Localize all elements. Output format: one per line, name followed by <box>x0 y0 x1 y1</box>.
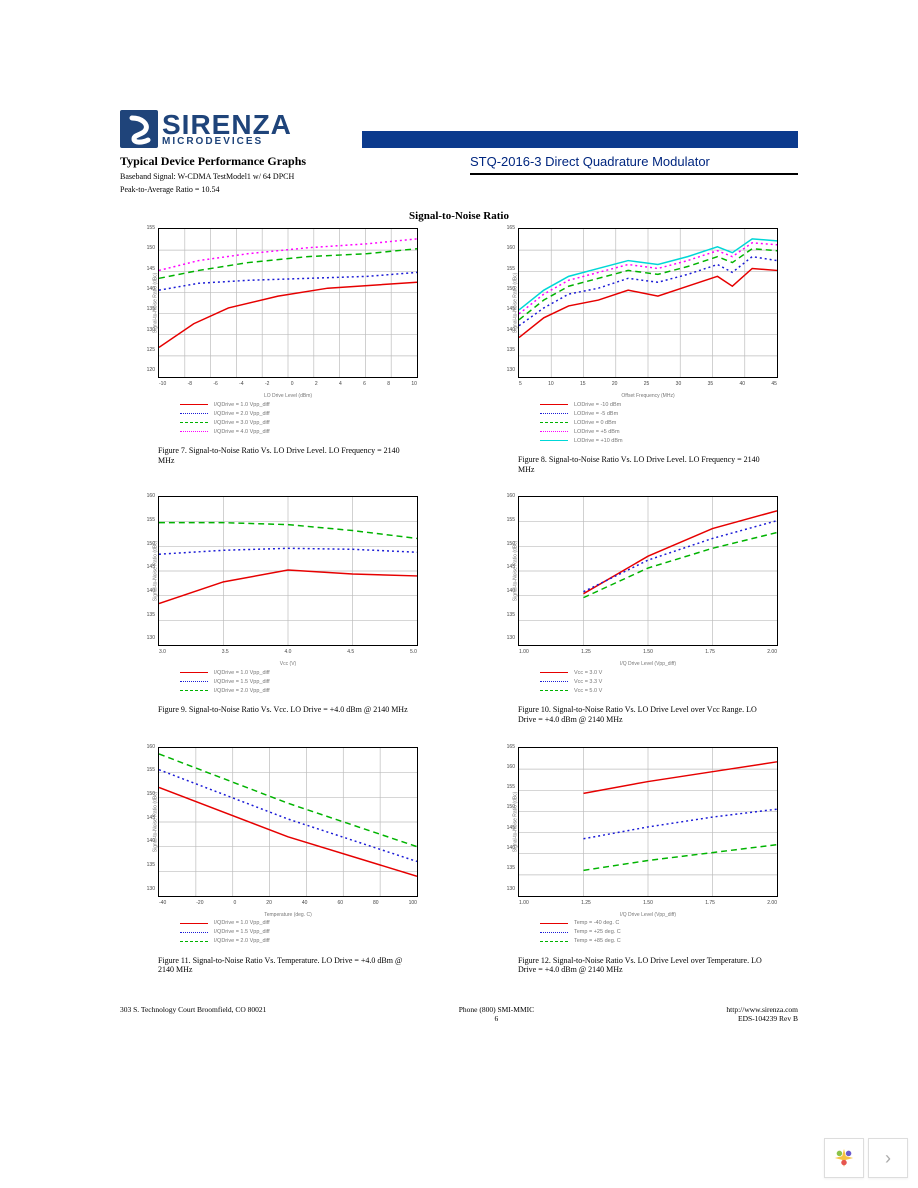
chart-legend: LODrive = -10 dBmLODrive = -5 dBmLODrive… <box>540 400 800 445</box>
right-header-title: STQ-2016-3 Direct Quadrature Modulator <box>470 154 798 169</box>
chart-caption: Figure 7. Signal-to-Noise Ratio Vs. LO D… <box>158 446 413 465</box>
chart-legend: I/QDrive = 1.0 Vpp_diffI/QDrive = 1.5 Vp… <box>180 668 440 695</box>
chart-caption: Figure 9. Signal-to-Noise Ratio Vs. Vcc.… <box>158 705 413 715</box>
chart-legend: I/QDrive = 1.0 Vpp_diffI/QDrive = 2.0 Vp… <box>180 400 440 436</box>
charts-grid: 155150145140135130125120-10-8-6-4-202468… <box>120 228 798 981</box>
right-header-rule <box>470 173 798 175</box>
viewer-pager: › <box>824 1138 908 1178</box>
company-logo: SIRENZA MICRODEVICES <box>120 110 292 148</box>
chart-caption: Figure 10. Signal-to-Noise Ratio Vs. LO … <box>518 705 773 724</box>
chart-caption: Figure 8. Signal-to-Noise Ratio Vs. LO D… <box>518 455 773 474</box>
next-page-button[interactable]: › <box>868 1138 908 1178</box>
logo-mark <box>120 110 158 148</box>
chart-figure-9: 1601551501451401351303.03.54.04.55.0Sign… <box>120 496 440 730</box>
footer-url: http://www.sirenza.com <box>726 1005 798 1014</box>
chart-legend: I/QDrive = 1.0 Vpp_diffI/QDrive = 1.5 Vp… <box>180 919 440 946</box>
chart-plot: 1651601551501451401351301.001.251.501.75… <box>518 747 778 897</box>
chart-figure-8: 1651601551501451401351305101520253035404… <box>480 228 800 480</box>
footer-left: 303 S. Technology Court Broomfield, CO 8… <box>120 1005 266 1023</box>
viewer-logo-icon[interactable] <box>824 1138 864 1178</box>
chart-figure-7: 155150145140135130125120-10-8-6-4-202468… <box>120 228 440 480</box>
chart-figure-11: 160155150145140135130-40-20020406080100S… <box>120 747 440 981</box>
left-header-sub2: Peak-to-Average Ratio = 10.54 <box>120 185 440 195</box>
chart-legend: Temp = -40 deg. CTemp = +25 deg. CTemp =… <box>540 919 800 946</box>
chart-legend: Vcc = 3.0 VVcc = 3.3 VVcc = 5.0 V <box>540 668 800 695</box>
logo-text-bottom: MICRODEVICES <box>162 137 292 146</box>
chart-figure-10: 1601551501451401351301.001.251.501.752.0… <box>480 496 800 730</box>
chart-caption: Figure 11. Signal-to-Noise Ratio Vs. Tem… <box>158 956 413 975</box>
chart-plot: 160155150145140135130-40-20020406080100S… <box>158 747 418 897</box>
page-footer: 303 S. Technology Court Broomfield, CO 8… <box>120 1005 798 1023</box>
logo-text-top: SIRENZA <box>162 112 292 137</box>
chart-caption: Figure 12. Signal-to-Noise Ratio Vs. LO … <box>518 956 773 975</box>
chart-plot: 1601551501451401351303.03.54.04.55.0Sign… <box>158 496 418 646</box>
header-row: SIRENZA MICRODEVICES <box>120 110 798 148</box>
chart-plot: 155150145140135130125120-10-8-6-4-202468… <box>158 228 418 378</box>
left-header-title: Typical Device Performance Graphs <box>120 154 440 169</box>
header-blue-bar <box>362 131 798 148</box>
chart-plot: 1651601551501451401351305101520253035404… <box>518 228 778 378</box>
datasheet-page: SIRENZA MICRODEVICES Typical Device Perf… <box>0 0 918 1053</box>
footer-doc-rev: EDS-104239 Rev B <box>726 1014 798 1023</box>
chart-figure-12: 1651601551501451401351301.001.251.501.75… <box>480 747 800 981</box>
footer-center-phone: Phone (800) SMI-MMIC <box>459 1005 534 1014</box>
chart-plot: 1601551501451401351301.001.251.501.752.0… <box>518 496 778 646</box>
left-header-sub1: Baseband Signal: W-CDMA TestModel1 w/ 64… <box>120 172 440 182</box>
section-title: Signal-to-Noise Ratio <box>120 210 798 222</box>
footer-page-number: 6 <box>459 1014 534 1023</box>
